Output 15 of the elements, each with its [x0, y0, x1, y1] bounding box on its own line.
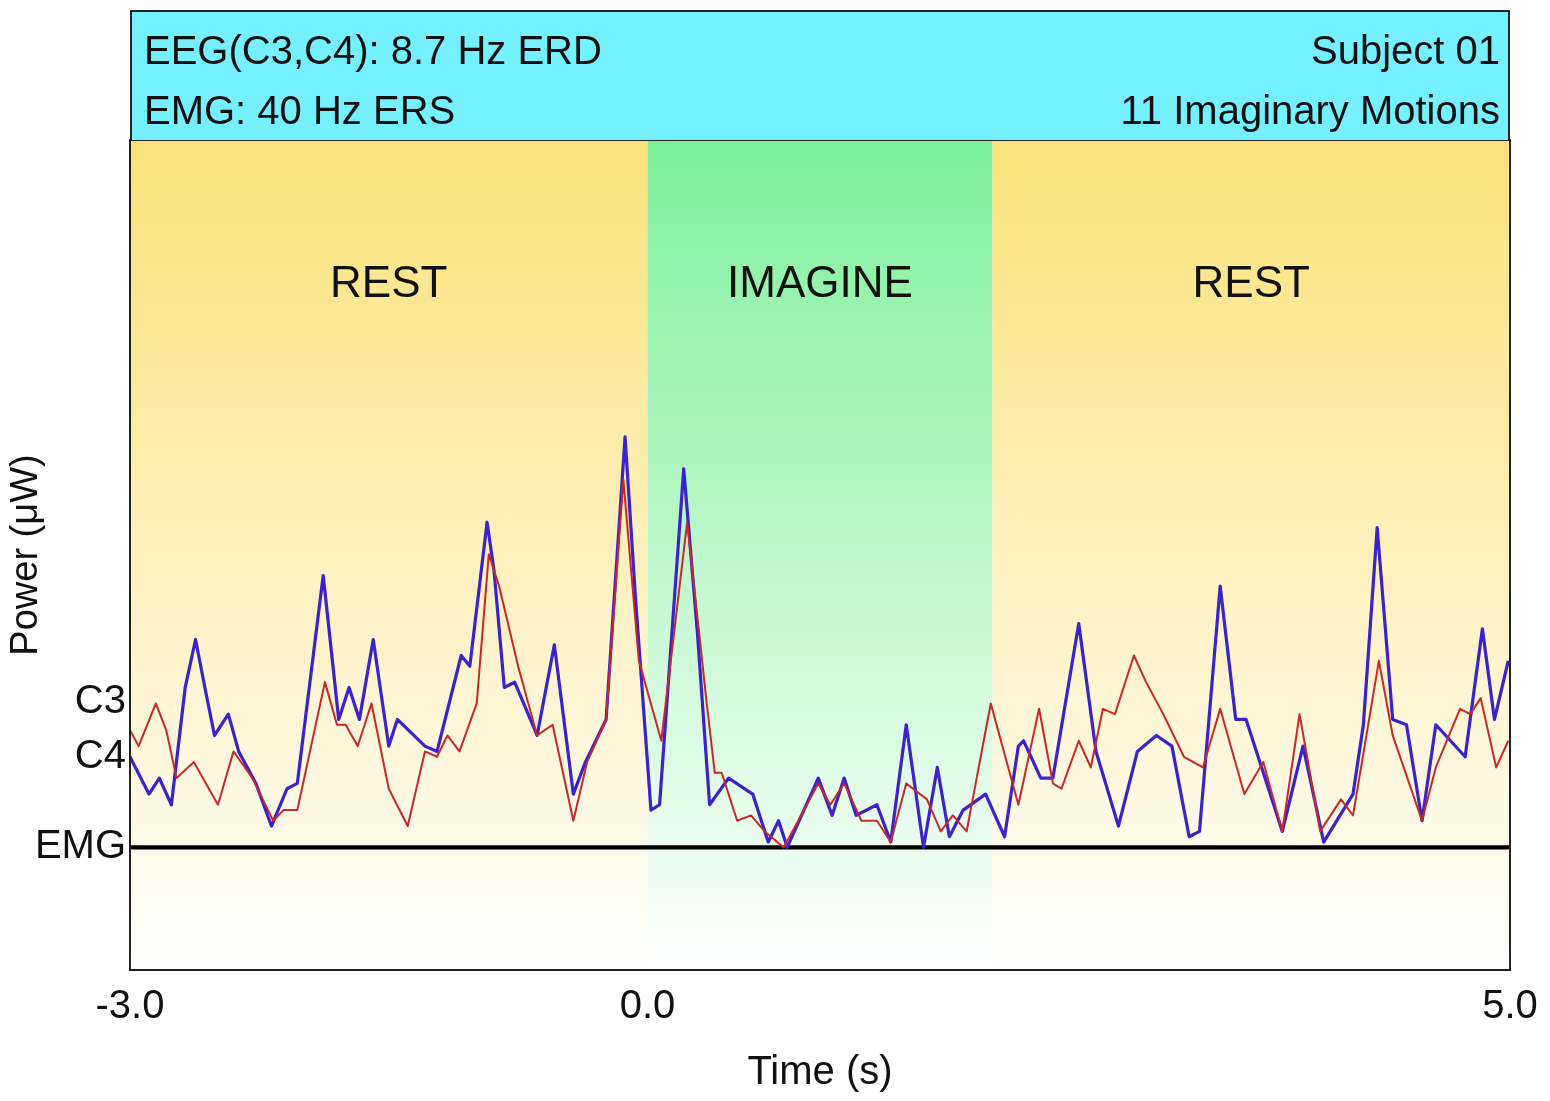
- series-label: C3: [74, 676, 126, 721]
- text: EEG(C3,C4): 8.7 Hz ERD: [144, 27, 602, 74]
- text: EMG: 40 Hz ERS: [144, 87, 457, 134]
- text: 11 Imaginary Motions: [1120, 87, 1500, 134]
- x-tick-label: 5.0: [1482, 982, 1538, 1027]
- x-tick-label: -3.0: [95, 982, 165, 1027]
- band-label: REST: [330, 257, 448, 307]
- series-label: C4: [74, 731, 126, 776]
- band-label: REST: [1192, 257, 1310, 307]
- text: Subject 01: [1309, 27, 1500, 74]
- x-axis-title: Time (s): [747, 1048, 893, 1093]
- series-label: EMG: [34, 822, 126, 867]
- band-label: IMAGINE: [727, 257, 913, 307]
- x-tick-label: 0.0: [619, 982, 676, 1027]
- y-axis-title: Power (μW): [3, 454, 46, 656]
